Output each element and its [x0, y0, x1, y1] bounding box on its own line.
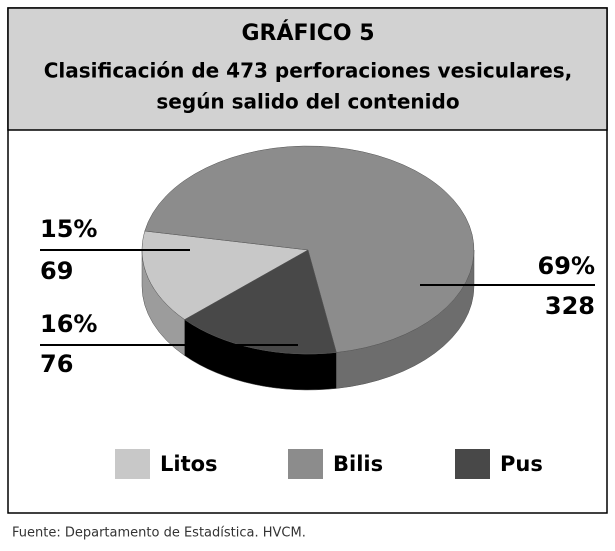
value-label: 328 — [545, 292, 595, 320]
legend-swatch — [288, 449, 323, 479]
pie-slice — [144, 145, 475, 353]
chart-subtitle: Clasificación de 473 perforaciones vesic… — [44, 59, 573, 83]
value-label: 76 — [40, 350, 73, 378]
value-label: 69 — [40, 257, 73, 285]
source: Fuente: Departamento de Estadística. HVC… — [12, 526, 306, 541]
legend-label: Litos — [160, 452, 218, 476]
percent-label: 16% — [40, 310, 97, 338]
percent-label: 69% — [538, 252, 595, 280]
header — [7, 7, 608, 131]
legend-swatch — [455, 449, 490, 479]
pie-slice — [141, 230, 309, 320]
chart-subtitle: según salido del contenido — [156, 90, 459, 114]
pie-slice — [184, 249, 337, 355]
legend-label: Bilis — [333, 452, 383, 476]
legend-label: Pus — [500, 452, 543, 476]
legend-swatch — [115, 449, 150, 479]
percent-label: 15% — [40, 215, 97, 243]
chart-title: GRÁFICO 5 — [241, 20, 374, 46]
